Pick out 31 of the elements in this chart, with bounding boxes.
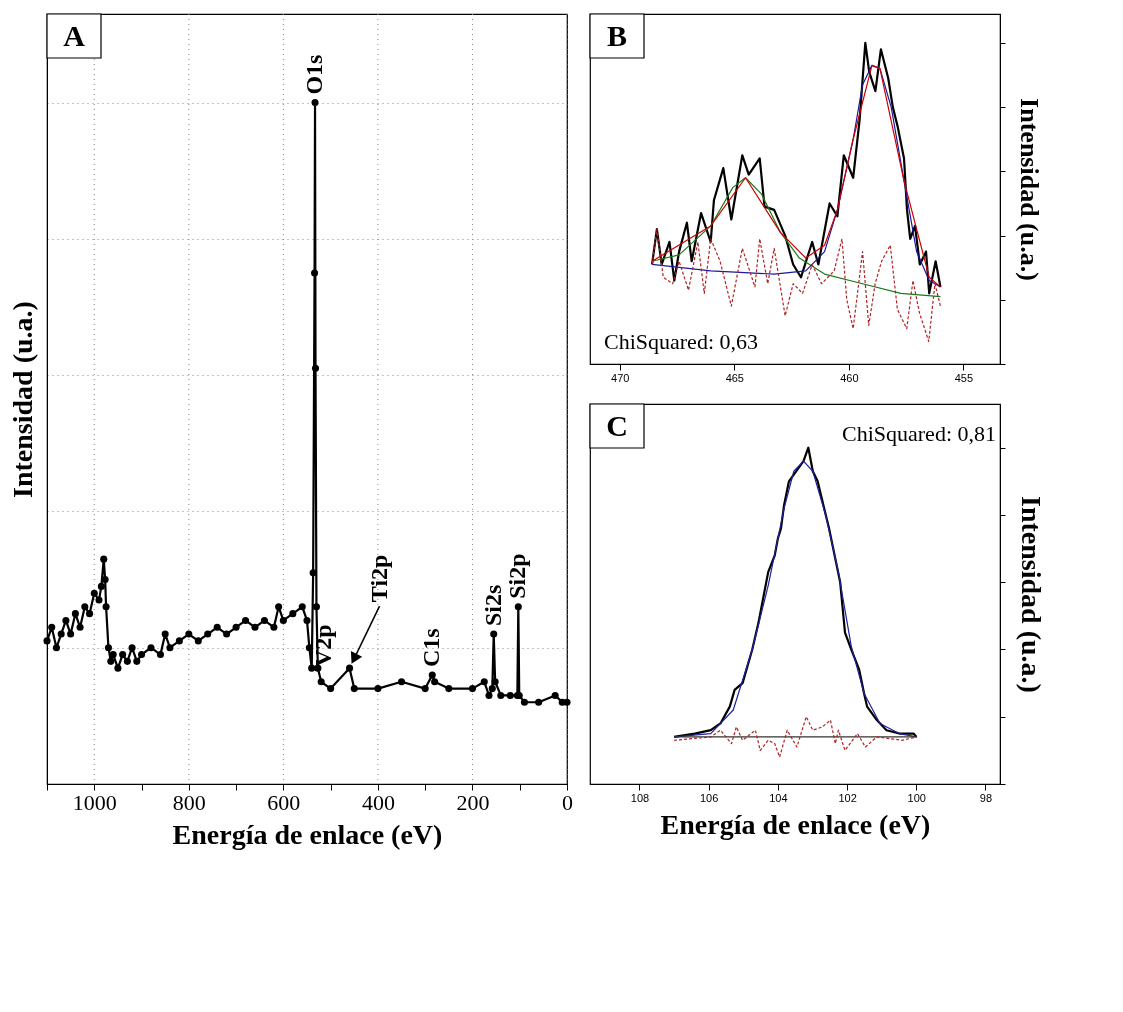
x-tick-label: 102 xyxy=(838,791,857,804)
x-tick-label: 455 xyxy=(954,371,974,384)
y-axis-title: Intensidad (u.a.) xyxy=(1016,496,1047,693)
x-axis-title: Energía de enlace (eV) xyxy=(660,808,931,840)
x-tick-label: 800 xyxy=(172,789,206,815)
annotation: O1s xyxy=(301,54,328,95)
x-tick-label: 100 xyxy=(907,791,926,804)
annotation: B xyxy=(606,19,628,52)
x-tick-label: 98 xyxy=(979,791,993,804)
x-tick-label: 1000 xyxy=(72,789,117,815)
x-axis-title: Energía de enlace (eV) xyxy=(172,818,443,850)
x-tick-label: 108 xyxy=(630,791,650,804)
x-tick-label: 0 xyxy=(562,789,573,815)
annotation: ChiSquared: 0,63 xyxy=(604,329,758,354)
y-axis-title: Intensidad (u.a.) xyxy=(6,301,38,498)
x-tick-label: 600 xyxy=(267,789,301,815)
y-axis-title: Intensidad (u.a.) xyxy=(1015,98,1044,281)
text: ChiSquared: 0,81 xyxy=(842,421,996,446)
annotation: Si2s xyxy=(479,584,506,627)
annotation: Ti2p xyxy=(365,554,392,603)
x-tick-label: 465 xyxy=(725,371,744,384)
text: A xyxy=(63,19,86,52)
annotation: Si2p xyxy=(504,553,531,599)
x-tick-label: 200 xyxy=(456,789,490,815)
x-tick-label: 104 xyxy=(769,791,788,804)
x-tick-label: 400 xyxy=(361,789,395,815)
x-tick-label: 106 xyxy=(700,791,719,804)
annotation: C1s xyxy=(418,628,445,667)
x-tick-label: 470 xyxy=(611,371,630,384)
x-tick-label: 460 xyxy=(840,371,859,384)
text: C xyxy=(606,409,628,442)
